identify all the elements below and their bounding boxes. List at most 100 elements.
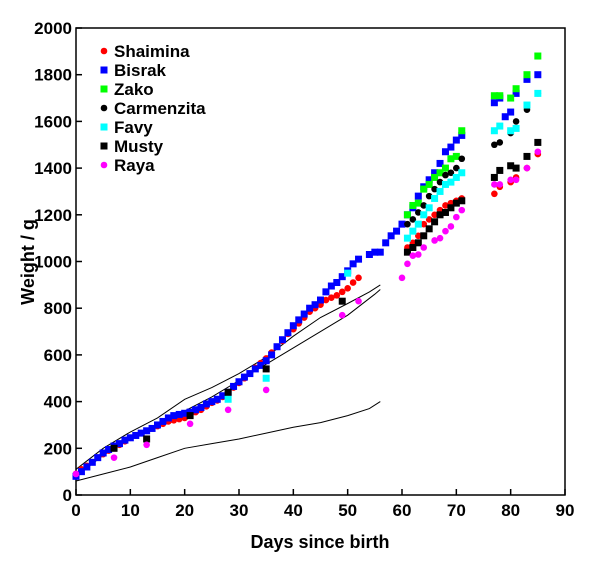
data-point-bisrak <box>431 169 439 177</box>
data-point-bisrak <box>447 143 455 151</box>
legend-marker-favy <box>100 123 108 131</box>
data-point-musty <box>224 388 232 396</box>
data-point-musty <box>496 166 504 174</box>
data-point-bisrak <box>278 336 286 344</box>
data-point-raya <box>398 274 406 282</box>
data-point-raya <box>338 311 346 319</box>
data-point-shaimina <box>344 285 351 292</box>
legend-marker-carmenzita <box>100 104 108 112</box>
series-raya <box>72 148 542 478</box>
data-point-bisrak <box>137 429 145 437</box>
data-point-favy <box>447 178 455 186</box>
x-tick-label: 80 <box>501 501 520 520</box>
data-point-shaimina <box>338 288 346 296</box>
legend-label-bisrak: Bisrak <box>114 61 167 80</box>
data-point-shaimina <box>415 232 422 240</box>
data-point-musty <box>458 197 466 205</box>
data-point-bisrak <box>436 159 444 167</box>
data-point-favy <box>436 187 444 195</box>
data-point-raya <box>143 441 150 449</box>
data-point-bisrak <box>289 322 297 330</box>
data-point-zako <box>490 92 498 100</box>
data-point-musty <box>403 248 411 256</box>
data-point-bisrak <box>208 398 216 406</box>
data-point-raya <box>436 234 444 242</box>
data-point-bisrak <box>349 260 357 268</box>
data-point-bisrak <box>99 449 107 457</box>
series-zako <box>403 52 542 219</box>
data-point-bisrak <box>317 296 324 304</box>
data-point-favy <box>431 194 439 202</box>
data-point-zako <box>431 173 439 181</box>
data-point-musty <box>512 164 520 172</box>
data-point-bisrak <box>376 248 384 256</box>
data-point-favy <box>425 204 433 212</box>
x-tick-label: 60 <box>393 501 412 520</box>
y-tick-label: 1400 <box>34 159 72 178</box>
data-point-shaimina <box>355 274 362 282</box>
x-axis-label: Days since birth <box>250 532 389 552</box>
data-point-bisrak <box>88 458 96 466</box>
data-point-bisrak <box>507 108 515 116</box>
data-point-zako <box>447 155 455 163</box>
x-tick-label: 50 <box>338 501 357 520</box>
data-point-shaimina <box>322 296 330 304</box>
data-point-bisrak <box>387 232 395 240</box>
reference-line <box>75 284 381 470</box>
data-point-zako <box>403 211 411 219</box>
data-point-bisrak <box>425 176 433 184</box>
data-point-favy <box>496 122 504 130</box>
data-point-bisrak <box>143 427 151 435</box>
data-point-bisrak <box>398 220 406 228</box>
data-point-shaimina <box>328 294 335 301</box>
data-point-bisrak <box>202 400 210 408</box>
data-point-bisrak <box>170 412 178 420</box>
legend-marker-bisrak <box>100 66 108 74</box>
data-point-bisrak <box>458 131 466 139</box>
data-point-carmenzita <box>447 169 455 177</box>
data-point-zako <box>496 92 504 100</box>
data-point-favy <box>534 89 542 97</box>
data-point-zako <box>534 52 542 60</box>
data-point-bisrak <box>175 410 183 418</box>
data-point-raya <box>72 470 80 478</box>
data-point-musty <box>534 138 542 146</box>
data-point-bisrak <box>164 414 172 422</box>
data-point-favy <box>458 169 466 177</box>
data-point-bisrak <box>154 421 161 429</box>
data-point-raya <box>447 223 455 230</box>
data-point-raya <box>262 386 270 394</box>
data-point-carmenzita <box>496 139 504 146</box>
data-point-bisrak <box>355 255 363 263</box>
data-point-zako <box>507 94 515 102</box>
data-point-shaimina <box>349 279 357 286</box>
data-point-carmenzita <box>409 216 417 223</box>
y-tick-label: 1000 <box>34 253 72 272</box>
data-point-zako <box>512 85 520 93</box>
legend-marker-shaimina <box>100 47 108 55</box>
data-point-musty <box>523 152 531 160</box>
data-point-favy <box>512 124 520 132</box>
data-point-bisrak <box>311 301 319 309</box>
data-point-bisrak <box>240 373 248 381</box>
data-point-carmenzita <box>458 155 466 163</box>
data-point-musty <box>425 225 433 233</box>
data-point-carmenzita <box>415 209 422 216</box>
data-point-zako <box>523 71 531 79</box>
data-point-musty <box>110 444 118 452</box>
data-point-zako <box>436 169 444 177</box>
data-point-bisrak <box>338 273 346 281</box>
data-point-musty <box>490 173 498 181</box>
data-point-carmenzita <box>512 118 520 125</box>
data-point-bisrak <box>105 445 113 453</box>
data-point-bisrak <box>268 351 276 359</box>
data-point-bisrak <box>490 99 498 107</box>
x-tick-label: 90 <box>556 501 575 520</box>
series-musty <box>110 138 542 452</box>
data-point-bisrak <box>382 239 390 247</box>
data-point-musty <box>186 412 194 420</box>
data-point-bisrak <box>213 395 221 403</box>
data-point-bisrak <box>365 250 373 258</box>
data-point-bisrak <box>197 403 205 411</box>
y-tick-label: 400 <box>44 393 72 412</box>
